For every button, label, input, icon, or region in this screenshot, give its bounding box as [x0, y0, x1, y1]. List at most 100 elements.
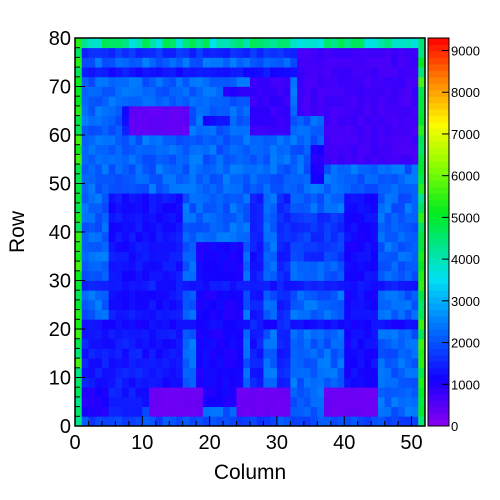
heatmap-cell: [377, 348, 386, 359]
heatmap-cell: [223, 212, 231, 223]
heatmap-cell: [196, 309, 204, 320]
heatmap-cell: [149, 329, 157, 340]
heatmap-cell: [229, 125, 237, 136]
heatmap-cell: [142, 96, 150, 107]
heatmap-cell: [243, 154, 251, 165]
heatmap-cell: [229, 193, 237, 204]
heatmap-cell: [175, 261, 184, 272]
heatmap-cell: [290, 38, 298, 49]
palette-band: [428, 199, 449, 207]
heatmap-cell: [377, 67, 386, 78]
heatmap-cell: [411, 416, 419, 427]
heatmap-cell: [398, 135, 406, 146]
heatmap-cell: [223, 329, 231, 340]
palette-band: [428, 277, 449, 285]
heatmap-cell: [202, 125, 211, 136]
heatmap-cell: [236, 96, 244, 107]
heatmap-cell: [270, 76, 278, 87]
heatmap-cell: [371, 251, 379, 262]
heatmap-cell: [371, 406, 379, 417]
heatmap-cell: [75, 105, 83, 116]
heatmap-cell: [256, 319, 264, 330]
heatmap-cell: [337, 135, 345, 146]
palette-band: [428, 102, 449, 110]
heatmap-cell: [216, 377, 224, 388]
palette-tick-label: 2000: [451, 336, 480, 351]
heatmap-cell: [384, 183, 392, 194]
heatmap-cell: [404, 348, 412, 359]
heatmap-cell: [229, 222, 237, 233]
heatmap-cell: [330, 329, 338, 340]
heatmap-cell: [384, 358, 392, 369]
heatmap-cell: [317, 135, 325, 146]
heatmap-cell: [330, 212, 338, 223]
heatmap-cell: [256, 96, 264, 107]
heatmap-cell: [263, 86, 271, 97]
heatmap-cell: [263, 222, 271, 233]
heatmap-cell: [95, 241, 103, 252]
heatmap-cell: [391, 144, 399, 155]
heatmap-cell: [364, 222, 372, 233]
heatmap-cell: [128, 202, 136, 213]
heatmap-cell: [88, 367, 96, 378]
heatmap-cell: [404, 125, 412, 136]
heatmap-cell: [169, 135, 177, 146]
heatmap-cell: [122, 96, 130, 107]
heatmap-cell: [182, 173, 190, 184]
heatmap-cell: [101, 358, 110, 369]
heatmap-cell: [175, 183, 184, 194]
heatmap-cell: [223, 416, 231, 427]
heatmap-cell: [283, 309, 291, 320]
heatmap-cell: [175, 329, 184, 340]
heatmap-cell: [256, 67, 264, 78]
heatmap-cell: [122, 212, 130, 223]
heatmap-cell: [324, 96, 332, 107]
heatmap-cell: [391, 105, 399, 116]
heatmap-cell: [337, 416, 345, 427]
heatmap-cell: [75, 299, 83, 310]
heatmap-cell: [263, 406, 271, 417]
heatmap-cell: [324, 232, 332, 243]
heatmap-cell: [196, 105, 204, 116]
heatmap-cell: [337, 38, 345, 49]
heatmap-cell: [135, 348, 143, 359]
heatmap-cell: [303, 261, 311, 272]
heatmap-cell: [229, 144, 237, 155]
heatmap-cell: [223, 241, 231, 252]
heatmap-cell: [128, 67, 136, 78]
heatmap-cell: [95, 183, 103, 194]
heatmap-cell: [283, 338, 291, 349]
heatmap-cell: [122, 309, 130, 320]
heatmap-cell: [115, 86, 123, 97]
heatmap-cell: [175, 105, 184, 116]
heatmap-cell: [337, 154, 345, 165]
heatmap-cell: [250, 338, 258, 349]
heatmap-cell: [169, 38, 177, 49]
heatmap-cell: [377, 367, 386, 378]
heatmap-cell: [391, 57, 399, 68]
heatmap-cell: [128, 270, 136, 281]
heatmap-cell: [122, 202, 130, 213]
heatmap-cell: [209, 47, 217, 58]
heatmap-cell: [202, 348, 211, 359]
heatmap-cell: [310, 377, 318, 388]
heatmap-cell: [256, 329, 264, 340]
heatmap-cell: [236, 154, 244, 165]
heatmap-cell: [377, 416, 386, 427]
heatmap-cell: [209, 367, 217, 378]
heatmap-cell: [162, 387, 170, 398]
heatmap-cell: [310, 367, 318, 378]
heatmap-cell: [142, 290, 150, 301]
heatmap-cell: [297, 396, 305, 407]
heatmap-cell: [290, 164, 298, 175]
heatmap-cell: [411, 232, 419, 243]
heatmap-cell: [142, 406, 150, 417]
heatmap-cell: [142, 377, 150, 388]
heatmap-cell: [95, 367, 103, 378]
heatmap-cell: [398, 251, 406, 262]
heatmap-cell: [209, 164, 217, 175]
heatmap-cell: [404, 299, 412, 310]
x-tick-label: 10: [131, 432, 153, 454]
heatmap-cell: [303, 183, 311, 194]
heatmap-cell: [122, 38, 130, 49]
